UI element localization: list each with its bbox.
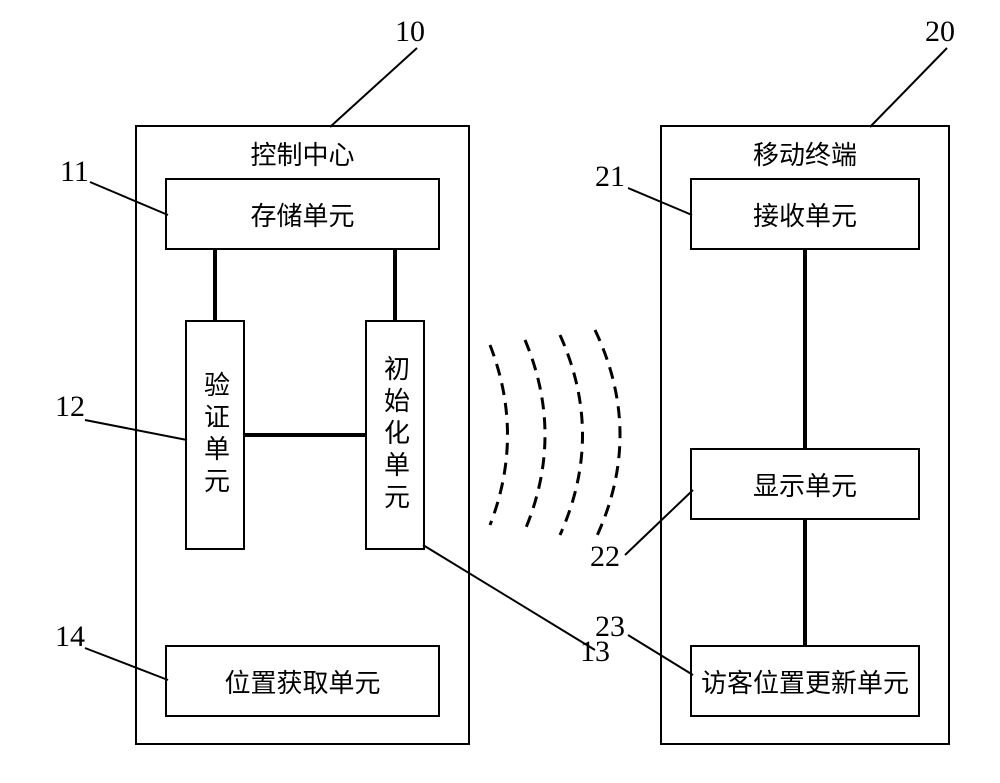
wireless-icon xyxy=(470,320,640,550)
diagram-canvas: 控制中心 移动终端 存储单元 验证单元 初始化单元 位置获取单元 接收单元 显示… xyxy=(0,0,1000,783)
